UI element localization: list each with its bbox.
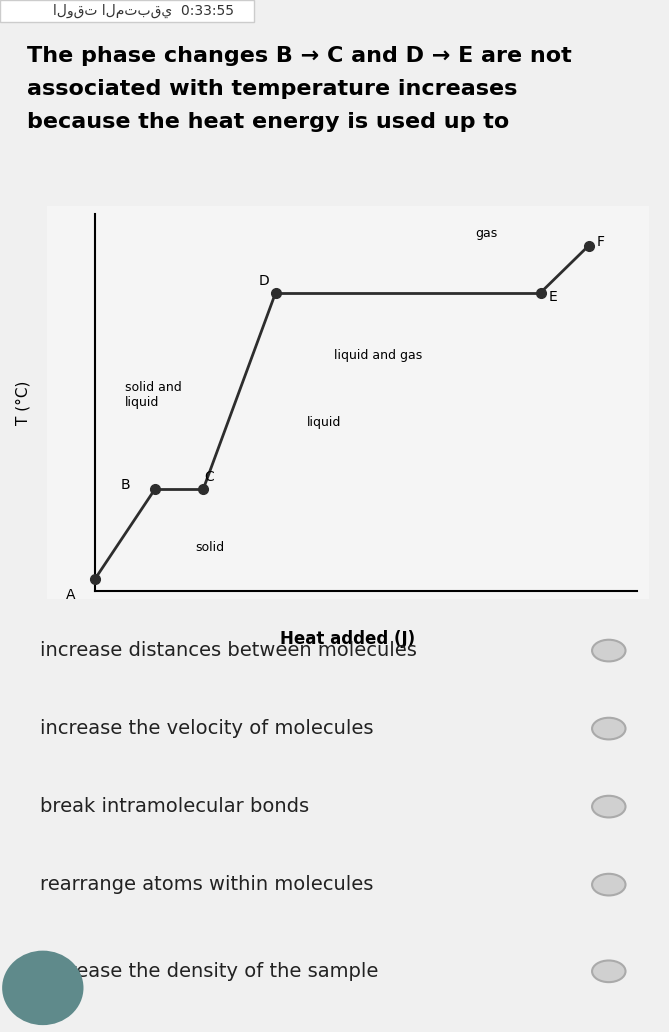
Text: F: F	[597, 234, 605, 249]
Text: T (°C): T (°C)	[15, 381, 30, 424]
Text: D: D	[258, 273, 269, 288]
Text: B: B	[120, 478, 130, 492]
Circle shape	[592, 796, 626, 817]
Text: liquid and gas: liquid and gas	[334, 349, 422, 362]
Circle shape	[592, 640, 626, 662]
Text: rearrange atoms within molecules: rearrange atoms within molecules	[40, 875, 373, 894]
Circle shape	[592, 961, 626, 982]
Text: Heat added (J): Heat added (J)	[280, 630, 415, 648]
Text: increase distances between molecules: increase distances between molecules	[40, 641, 417, 660]
Text: gas: gas	[475, 227, 498, 240]
Text: الوقت المتبقي  0:33:55: الوقت المتبقي 0:33:55	[53, 4, 234, 19]
Text: increase the velocity of molecules: increase the velocity of molecules	[40, 719, 374, 738]
Text: E: E	[548, 290, 557, 303]
Text: increase the density of the sample: increase the density of the sample	[40, 962, 379, 980]
Text: C: C	[205, 470, 214, 484]
Text: break intramolecular bonds: break intramolecular bonds	[40, 797, 309, 816]
Circle shape	[2, 950, 84, 1025]
Text: solid and
liquid: solid and liquid	[125, 381, 182, 409]
Circle shape	[592, 874, 626, 896]
Text: solid: solid	[195, 541, 224, 554]
FancyBboxPatch shape	[0, 0, 254, 23]
Circle shape	[592, 718, 626, 740]
Text: liquid: liquid	[306, 416, 341, 428]
Text: The phase changes B → C and D → E are not
associated with temperature increases
: The phase changes B → C and D → E are no…	[27, 46, 571, 132]
Text: A: A	[66, 587, 76, 602]
